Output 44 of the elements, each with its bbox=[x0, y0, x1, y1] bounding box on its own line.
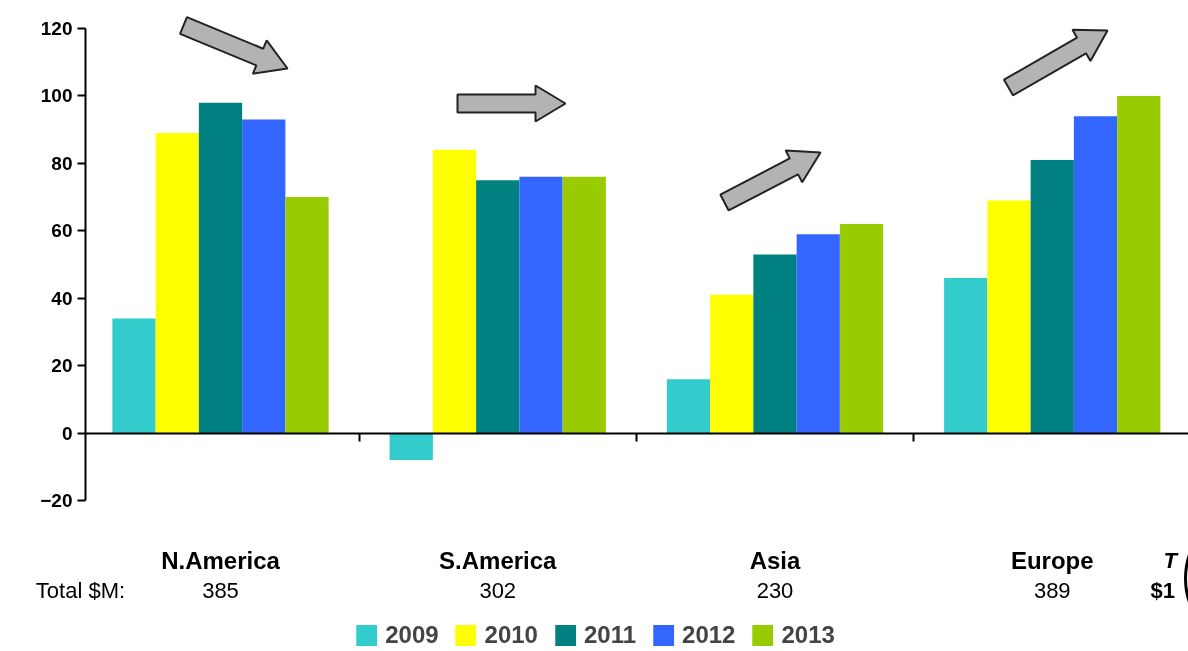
bar bbox=[987, 200, 1031, 434]
bar bbox=[285, 197, 329, 434]
legend-label: 2010 bbox=[484, 621, 538, 649]
y-tick-label: 80 bbox=[51, 152, 73, 174]
bar bbox=[562, 176, 606, 434]
text: T bbox=[1163, 548, 1179, 573]
legend-label: 2011 bbox=[583, 621, 637, 649]
y-tick-label: 40 bbox=[51, 287, 73, 309]
bar bbox=[796, 234, 840, 434]
y-tick-label: 0 bbox=[61, 422, 73, 444]
text: 385 bbox=[202, 578, 239, 603]
bar bbox=[710, 294, 754, 434]
bar bbox=[666, 379, 711, 434]
bar bbox=[476, 180, 520, 434]
text: 302 bbox=[479, 578, 517, 603]
legend-label: 2012 bbox=[682, 621, 736, 649]
bar bbox=[112, 318, 156, 434]
y-tick-label: 20 bbox=[51, 355, 73, 377]
bar bbox=[389, 433, 433, 461]
bar bbox=[944, 277, 988, 434]
legend-label: 2009 bbox=[385, 621, 439, 649]
y-tick-label: 100 bbox=[40, 85, 73, 107]
bar bbox=[839, 224, 884, 434]
text: 389 bbox=[1033, 578, 1071, 603]
text: Total $M: bbox=[35, 578, 126, 603]
x-tick-label: S.America bbox=[439, 547, 558, 574]
bar bbox=[519, 176, 563, 434]
bar bbox=[242, 119, 286, 434]
bar bbox=[1117, 95, 1161, 434]
y-tick-label: 60 bbox=[51, 220, 73, 242]
bar bbox=[1030, 159, 1074, 434]
bar bbox=[1073, 116, 1118, 434]
x-tick-label: Asia bbox=[749, 547, 801, 574]
bar bbox=[753, 254, 797, 434]
bar bbox=[155, 133, 199, 434]
legend-label: 2013 bbox=[781, 621, 835, 649]
x-tick-label: Europe bbox=[1010, 547, 1094, 574]
y-tick-label: −20 bbox=[40, 490, 73, 511]
text: 230 bbox=[756, 578, 794, 603]
bar bbox=[432, 149, 477, 434]
bar bbox=[198, 102, 243, 434]
x-tick-label: N.America bbox=[161, 547, 281, 574]
text: $1 bbox=[1150, 578, 1175, 603]
y-tick-label: 120 bbox=[40, 18, 73, 39]
